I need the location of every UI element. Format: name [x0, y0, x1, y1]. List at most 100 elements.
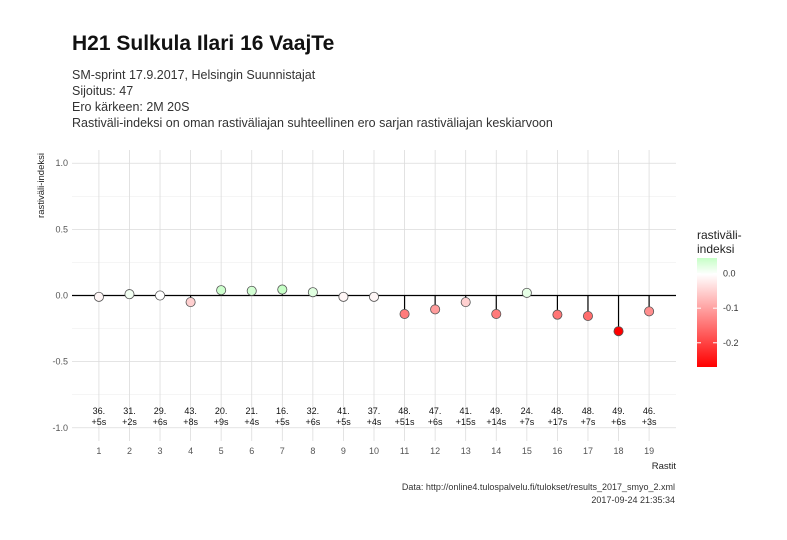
x-tick-label: 12: [430, 446, 440, 456]
point-label-rank-7: 16.: [276, 406, 289, 416]
point-label-rank-13: 41.: [459, 406, 472, 416]
data-point-16: [552, 309, 563, 320]
x-tick-label: 4: [188, 446, 193, 456]
point-label-loss-1: +5s: [92, 417, 107, 427]
x-tick-label: 16: [552, 446, 562, 456]
point-label-loss-9: +5s: [336, 417, 351, 427]
legend-title-line-2: indeksi: [697, 242, 735, 256]
y-tick-label: 1.0: [55, 158, 68, 168]
data-point-14: [491, 309, 502, 320]
legend-tick-label: -0.2: [723, 338, 739, 348]
point-label-rank-8: 32.: [307, 406, 320, 416]
data-point-15: [521, 287, 532, 298]
point-label-loss-3: +6s: [153, 417, 168, 427]
point-label-loss-5: +9s: [214, 417, 229, 427]
subtitle-rank: Sijoitus: 47: [72, 84, 134, 98]
point-label-rank-17: 48.: [582, 406, 595, 416]
point-label-rank-19: 46.: [643, 406, 656, 416]
x-tick-label: 19: [644, 446, 654, 456]
point-label-loss-8: +6s: [305, 417, 320, 427]
point-label-rank-9: 41.: [337, 406, 350, 416]
x-tick-label: 6: [249, 446, 254, 456]
point-label-loss-14: +14s: [486, 417, 506, 427]
point-layer: [93, 284, 655, 337]
point-label-loss-15: +7s: [519, 417, 534, 427]
point-label-rank-15: 24.: [521, 406, 534, 416]
x-tick-label: 9: [341, 446, 346, 456]
point-label-rank-14: 49.: [490, 406, 503, 416]
y-tick-label: -0.5: [52, 357, 68, 367]
point-label-loss-4: +8s: [183, 417, 198, 427]
data-point-11: [399, 309, 410, 320]
point-label-rank-3: 29.: [154, 406, 167, 416]
data-point-5: [216, 285, 227, 296]
legend-title-line-1: rastiväli-: [697, 228, 742, 242]
point-label-rank-11: 48.: [398, 406, 411, 416]
data-point-1: [93, 291, 104, 302]
page-title: H21 Sulkula Ilari 16 VaajTe: [72, 32, 335, 55]
point-label-rank-10: 37.: [368, 406, 381, 416]
x-tick-label: 2: [127, 446, 132, 456]
axis-layer: 1.00.50.0-0.5-1.01 2 3 4 5 6 7 8 9 10 11 12 13 14 15 16…: [36, 153, 676, 472]
y-axis-title: rastiväli-indeksi: [36, 153, 47, 218]
legend-colorbar: [697, 258, 717, 367]
legend-tick-label: 0.0: [723, 269, 736, 279]
point-label-rank-18: 49.: [612, 406, 625, 416]
subtitle-gap: Ero kärkeen: 2M 20S: [72, 100, 190, 114]
data-point-13: [460, 297, 471, 308]
data-point-12: [430, 304, 441, 315]
x-tick-label: 7: [280, 446, 285, 456]
subtitle-description: Rastiväli-indeksi on oman rastiväliajan …: [72, 116, 553, 130]
timestamp-caption: 2017-09-24 21:35:34: [591, 495, 675, 505]
data-point-2: [124, 289, 135, 300]
legend-layer: 0.0 -0.1 -0.2: [697, 258, 739, 367]
point-label-loss-10: +4s: [367, 417, 382, 427]
data-point-6: [246, 285, 257, 296]
point-label-loss-16: +17s: [548, 417, 568, 427]
data-point-7: [277, 284, 288, 295]
point-label-loss-6: +4s: [244, 417, 259, 427]
x-tick-label: 14: [491, 446, 501, 456]
source-caption: Data: http://online4.tulospalvelu.fi/tul…: [401, 482, 675, 492]
subtitle-event: SM-sprint 17.9.2017, Helsingin Suunnista…: [72, 68, 316, 82]
x-axis-title: Rastit: [652, 461, 677, 472]
y-tick-label: 0.5: [55, 224, 68, 234]
x-tick-label: 15: [522, 446, 532, 456]
point-label-rank-4: 43.: [184, 406, 197, 416]
y-tick-label: -1.0: [52, 423, 68, 433]
point-label-rank-5: 20.: [215, 406, 228, 416]
point-label-loss-12: +6s: [428, 417, 443, 427]
data-point-19: [644, 306, 655, 317]
legend-tick-label: -0.1: [723, 303, 739, 313]
y-tick-label: 0.0: [55, 291, 68, 301]
x-tick-label: 11: [400, 446, 409, 456]
legend-title: rastiväli- indeksi: [697, 228, 742, 256]
x-tick-label: 5: [219, 446, 224, 456]
x-tick-label: 13: [461, 446, 471, 456]
point-label-loss-19: +3s: [642, 417, 657, 427]
label-layer: 36.+5s31.+2s29.+6s43.+8s20.+9s21.+4s16.+…: [92, 406, 657, 427]
x-tick-label: 3: [158, 446, 163, 456]
point-label-rank-12: 47.: [429, 406, 442, 416]
data-point-10: [368, 291, 379, 302]
point-label-rank-1: 36.: [93, 406, 106, 416]
data-point-18: [613, 326, 624, 337]
point-label-loss-2: +2s: [122, 417, 137, 427]
point-label-rank-6: 21.: [245, 406, 258, 416]
x-tick-label: 1: [96, 446, 101, 456]
x-tick-label: 17: [583, 446, 593, 456]
point-label-loss-13: +15s: [456, 417, 476, 427]
data-point-9: [338, 291, 349, 302]
data-point-4: [185, 297, 196, 308]
data-point-8: [307, 287, 318, 298]
x-tick-label: 18: [614, 446, 624, 456]
x-tick-label: 8: [310, 446, 315, 456]
point-label-loss-11: +51s: [395, 417, 415, 427]
data-point-17: [582, 311, 593, 322]
data-point-3: [155, 290, 166, 301]
point-label-loss-7: +5s: [275, 417, 290, 427]
point-label-rank-16: 48.: [551, 406, 564, 416]
point-label-rank-2: 31.: [123, 406, 136, 416]
point-label-loss-17: +7s: [581, 417, 596, 427]
